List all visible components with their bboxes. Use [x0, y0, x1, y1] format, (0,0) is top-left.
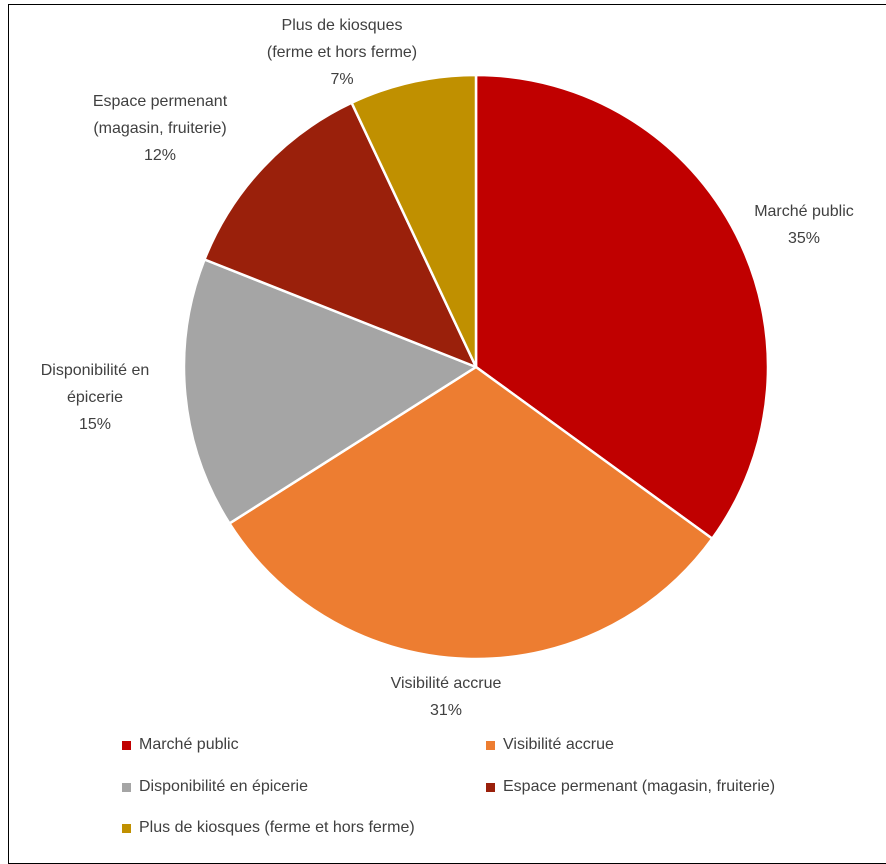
- pie-slice-plus-de-kiosques-ferme-et-hors-ferme: [350, 73, 478, 369]
- data-label-marche-public: Marché public 35%: [754, 203, 854, 247]
- pie-slices: [182, 73, 770, 661]
- pie-slice-espace-permenant-magasin-fruiterie: [203, 101, 478, 369]
- pie-slice-visibilite-accrue: [228, 365, 714, 661]
- data-label-espace-permenant-magasin-fruiterie: Espace permenant (magasin, fruiterie) 12%: [93, 93, 228, 164]
- data-label-plus-de-kiosques-ferme-et-hors-ferme: Plus de kiosques (ferme et hors ferme) 7%: [267, 17, 417, 88]
- data-label-visibilite-accrue: Visibilité accrue 31%: [391, 675, 502, 719]
- pie-slice-marche-public: [474, 73, 770, 540]
- data-label-disponibilite-en-epicerie: Disponibilité en épicerie 15%: [41, 362, 150, 433]
- pie-data-labels: Marché public 35% Visibilité accrue 31% Disp…: [41, 17, 854, 719]
- pie-slice-disponibilite-en-epicerie: [182, 258, 478, 525]
